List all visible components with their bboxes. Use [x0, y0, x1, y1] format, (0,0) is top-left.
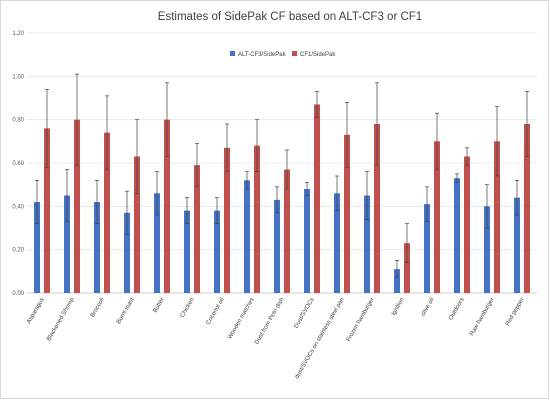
x-category-label: dust/SVOCs on stainless steel pan [294, 297, 345, 380]
bar-cf1 [524, 124, 530, 293]
x-category-label: Chicken [180, 297, 196, 319]
bars [34, 104, 530, 294]
bar-alt-cf3 [394, 269, 400, 293]
bar-cf1 [224, 147, 230, 293]
y-tick-label: 0.00 [12, 291, 24, 297]
bar-cf1 [74, 119, 80, 294]
x-category-label: Broccoli [90, 297, 106, 318]
bar-alt-cf3 [94, 202, 100, 293]
bar-alt-cf3 [304, 189, 310, 293]
x-axis-labels: Asparagus Blackened Shrimp Broccoli Burnt t… [26, 296, 526, 380]
x-category-label: Raw hamburger [469, 297, 496, 337]
bar-cf1 [404, 243, 410, 293]
bar-cf1 [254, 145, 260, 293]
bar-alt-cf3 [154, 193, 160, 293]
y-axis-ticks: 0.00 0.20 0.40 0.60 0.80 1.00 1.20 [12, 31, 24, 297]
x-category-label: Outdoors [448, 297, 466, 321]
x-category-label: Dust from Petri dish [254, 297, 286, 346]
y-tick-label: 0.80 [12, 118, 24, 124]
gridlines [27, 32, 537, 294]
x-category-label: Asparagus [26, 297, 46, 325]
x-category-label: Ignition [391, 297, 406, 317]
x-category-label: Butter [153, 297, 166, 314]
x-category-label: Dust/SVOCs [294, 297, 316, 329]
bar-alt-cf3 [274, 199, 280, 293]
bar-cf1 [194, 165, 200, 293]
bar-cf1 [284, 169, 290, 293]
bar-alt-cf3 [364, 195, 370, 293]
legend-label-cf1: CF1/SidePak [300, 52, 336, 58]
bar-alt-cf3 [514, 197, 520, 293]
bar-alt-cf3 [64, 195, 70, 293]
y-tick-label: 1.00 [12, 74, 24, 80]
x-category-label: Red pepper [505, 297, 526, 327]
y-tick-label: 0.20 [12, 248, 24, 254]
bar-alt-cf3 [424, 204, 430, 293]
y-tick-label: 1.20 [12, 31, 24, 37]
bar-alt-cf3 [34, 202, 40, 293]
bar-alt-cf3 [124, 212, 130, 293]
bar-alt-cf3 [484, 206, 490, 293]
bar-alt-cf3 [244, 180, 250, 293]
bar-cf1 [134, 156, 140, 293]
legend-swatch-alt-cf3 [230, 51, 235, 56]
x-category-label: Frozen hamburger [346, 297, 376, 343]
y-tick-label: 0.60 [12, 161, 24, 167]
x-category-label: Coconut oil [206, 297, 226, 326]
bar-cf1 [104, 132, 110, 293]
bar-alt-cf3 [334, 193, 340, 293]
bar-cf1 [314, 104, 320, 293]
bar-cf1 [374, 124, 380, 293]
bar-alt-cf3 [184, 210, 190, 293]
bar-alt-cf3 [214, 210, 220, 293]
legend-label-alt-cf3: ALT-CF3/SidePak [238, 52, 287, 58]
bar-cf1 [494, 141, 500, 293]
bar-cf1 [44, 128, 50, 293]
x-category-label: olive oil [421, 297, 436, 317]
bar-cf1 [164, 119, 170, 294]
bar-cf1 [344, 134, 350, 293]
y-tick-label: 0.40 [12, 204, 24, 210]
x-category-label: Blackened Shrimp [46, 296, 76, 342]
error-bars [35, 73, 529, 279]
legend-swatch-cf1 [292, 51, 297, 56]
x-category-label: Burnt toast [116, 297, 136, 325]
bar-alt-cf3 [454, 178, 460, 293]
x-category-label: Wooden matches [227, 297, 255, 340]
bar-cf1 [464, 156, 470, 293]
legend: ALT-CF3/SidePak CF1/SidePak [230, 51, 336, 58]
bar-cf1 [434, 141, 440, 293]
chart-title: Estimates of SidePak CF based on ALT-CF3… [158, 11, 422, 23]
